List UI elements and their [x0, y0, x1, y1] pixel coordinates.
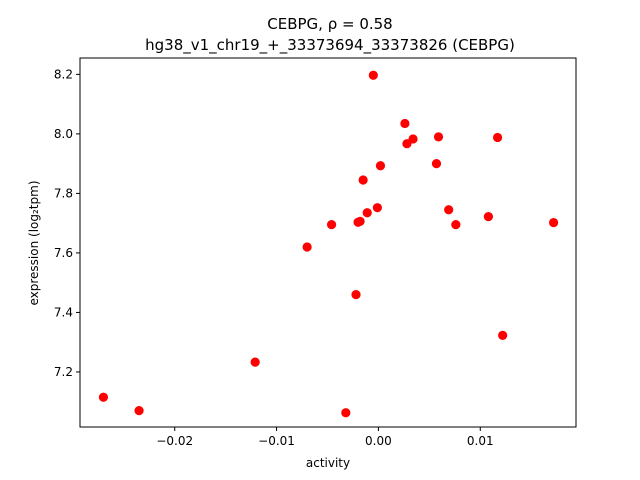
x-tick-label: −0.02	[156, 434, 193, 448]
data-point	[375, 161, 386, 171]
y-tick-label: 7.4	[54, 305, 73, 319]
data-point	[372, 203, 382, 213]
data-point	[433, 132, 444, 142]
data-point	[408, 134, 418, 144]
data-point	[98, 392, 109, 402]
data-point	[498, 330, 508, 340]
data-point	[368, 70, 378, 80]
y-tick-label: 8.2	[54, 67, 73, 81]
data-point	[341, 408, 351, 418]
x-tick-label: 0.00	[365, 434, 392, 448]
x-axis: −0.02 −0.01 0.00 0.01	[156, 427, 494, 448]
data-point	[431, 159, 442, 169]
data-point	[351, 289, 361, 300]
data-point	[134, 406, 144, 416]
x-tick-label: −0.01	[258, 434, 295, 448]
chart-title-line2: hg38_v1_chr19_+_33373694_33373826 (CEBPG…	[145, 36, 515, 55]
y-tick-label: 7.2	[54, 365, 73, 379]
data-point	[400, 118, 410, 129]
data-point	[302, 242, 312, 252]
data-point	[492, 132, 503, 143]
plot-frame	[79, 57, 577, 428]
data-point	[483, 212, 494, 222]
data-point	[358, 175, 368, 185]
data-points	[98, 70, 559, 418]
data-point	[250, 357, 260, 367]
data-point	[326, 220, 337, 230]
x-tick-label: 0.01	[467, 434, 494, 448]
data-point	[444, 205, 454, 215]
y-tick-label: 7.6	[54, 246, 73, 260]
data-point	[362, 208, 372, 218]
data-point	[451, 220, 461, 230]
data-point	[548, 217, 559, 228]
chart-title-line1: CEBPG, ρ = 0.58	[267, 15, 392, 33]
y-tick-label: 7.8	[54, 186, 73, 200]
y-axis: 7.2 7.4 7.6 7.8 8.0 8.2	[54, 67, 80, 379]
y-axis-label: expression (log₂tpm)	[27, 180, 41, 305]
x-axis-label: activity	[306, 456, 350, 470]
data-point	[355, 216, 365, 226]
y-tick-label: 8.0	[54, 127, 73, 141]
